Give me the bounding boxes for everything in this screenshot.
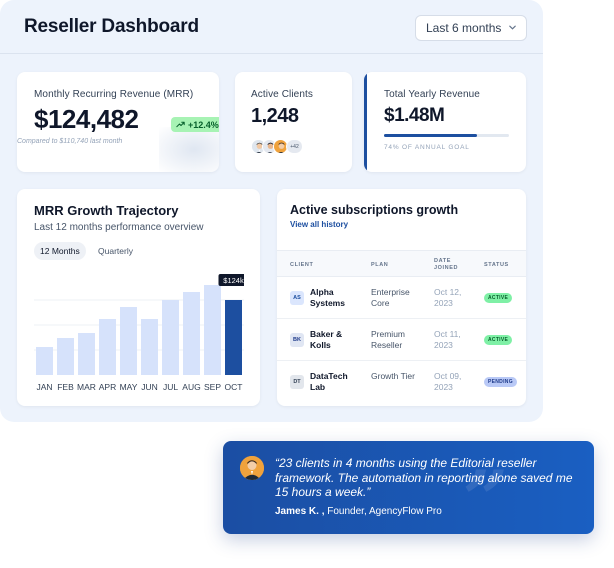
subscriptions-table: Client Plan Date Joined Status AS Alpha S… — [277, 250, 526, 403]
chart-tooltip — [218, 274, 244, 286]
chevron-down-icon — [509, 25, 516, 30]
x-tick-label: FEB — [57, 382, 74, 392]
plan-name: Enterprise Core — [371, 287, 410, 308]
view-all-history-link[interactable]: View all history — [290, 220, 349, 229]
chart-bar-oct[interactable] — [225, 300, 242, 375]
status-badge: active — [484, 293, 513, 303]
subscriptions-title: Active subscriptions growth — [290, 203, 459, 217]
x-tick-label: SEP — [204, 382, 221, 392]
chart-subtitle: Last 12 months performance overview — [34, 222, 204, 233]
client-monogram: DT — [290, 375, 304, 389]
chart-bar-sep[interactable] — [204, 285, 221, 375]
column-header-status: Status — [484, 262, 509, 268]
yearly-revenue-card: Total Yearly Revenue $1.48M 74% of annua… — [364, 72, 526, 172]
table-row[interactable]: AS Alpha Systems Enterprise Core Oct 12, 20… — [277, 277, 526, 319]
client-name: Alpha Systems — [310, 287, 345, 308]
mrr-card: Monthly Recurring Revenue (MRR) $124,482… — [17, 72, 219, 172]
page-title: Reseller Dashboard — [24, 16, 199, 37]
chart-bar-jul[interactable] — [162, 300, 179, 375]
avatar — [273, 139, 288, 154]
annual-goal-text: 74% of annual goal — [384, 144, 470, 151]
dashboard-header: Reseller Dashboard Last 6 months — [0, 0, 543, 54]
column-header-client: Client — [290, 262, 314, 268]
x-tick-label: JUN — [141, 382, 158, 392]
x-tick-label: MAR — [77, 382, 96, 392]
quote-mark-icon: ” — [463, 454, 508, 535]
chart-bar-jan[interactable] — [36, 347, 53, 375]
column-header-date-joined: Date Joined — [434, 258, 459, 271]
date-joined: Oct 09, 2023 — [434, 371, 462, 392]
client-avatar-stack: +42 — [251, 139, 303, 154]
date-range-select[interactable]: Last 6 months — [415, 15, 527, 41]
annual-goal-progress-fill — [384, 134, 477, 137]
x-tick-label: APR — [99, 382, 116, 392]
plan-name: Premium Reseller — [371, 329, 406, 350]
date-range-value: Last 6 months — [426, 21, 502, 35]
column-header-plan: Plan — [371, 262, 389, 268]
mrr-label: Monthly Recurring Revenue (MRR) — [34, 89, 194, 100]
annual-goal-progress — [384, 134, 509, 137]
trend-up-icon — [176, 121, 185, 128]
testimonial-quote: “23 clients in 4 months using the Editor… — [275, 456, 573, 499]
date-joined: Oct 11, 2023 — [434, 329, 461, 350]
testimonial-avatar — [240, 456, 264, 480]
chart-bar-may[interactable] — [120, 307, 137, 375]
client-monogram: BK — [290, 333, 304, 347]
testimonial-author-role: Founder, AgencyFlow Pro — [327, 506, 442, 517]
active-clients-value: 1,248 — [251, 105, 299, 127]
chart-bar-feb[interactable] — [57, 338, 74, 375]
status-badge: active — [484, 335, 513, 345]
chart-bar-mar[interactable] — [78, 333, 95, 375]
x-tick-label: MAY — [120, 382, 138, 392]
chart-title: MRR Growth Trajectory — [34, 203, 179, 218]
testimonial-card: ” “23 clients in 4 months using the Edit… — [223, 441, 594, 534]
date-joined: Oct 12, 2023 — [434, 287, 462, 308]
client-monogram: AS — [290, 291, 304, 305]
plan-name: Growth Tier — [371, 371, 415, 381]
x-tick-label: JUL — [163, 382, 178, 392]
trend-badge: +12.4% — [171, 117, 219, 132]
tab-quarterly[interactable]: Quarterly — [98, 246, 133, 256]
mrr-value: $124,482 — [34, 104, 139, 134]
x-tick-label: AUG — [182, 382, 200, 392]
dashboard-panel: Reseller Dashboard Last 6 months Monthly… — [0, 0, 543, 422]
chart-bar-apr[interactable] — [99, 319, 116, 375]
client-name: Baker & Kolls — [310, 329, 343, 350]
table-header: Client Plan Date Joined Status — [277, 250, 526, 277]
testimonial-author-name: James K. , — [275, 506, 325, 517]
table-row[interactable]: BK Baker & Kolls Premium Reseller Oct 11, 2… — [277, 319, 526, 361]
status-badge: pending — [484, 377, 517, 387]
table-row[interactable]: DT DataTech Lab Growth Tier Oct 09, 2023 pen… — [277, 361, 526, 403]
chart-bar-aug[interactable] — [183, 292, 200, 375]
more-clients-badge: +42 — [286, 139, 303, 154]
testimonial-author: James K. , Founder, AgencyFlow Pro — [275, 506, 442, 517]
chart-bar-jun[interactable] — [141, 319, 158, 375]
chart-tooltip-label: $124k — [223, 276, 244, 285]
yearly-revenue-label: Total Yearly Revenue — [384, 89, 480, 100]
mrr-chart-card: MRR Growth Trajectory Last 12 months per… — [17, 189, 260, 406]
client-name: DataTech Lab — [310, 371, 348, 392]
tab-12-months[interactable]: 12 Months — [34, 242, 86, 260]
trend-value: +12.4% — [188, 119, 219, 130]
x-tick-label: JAN — [36, 382, 52, 392]
mrr-comparison: Compared to $110,740 last month — [17, 138, 123, 145]
mrr-bar-chart: JAN FEB MAR APR MAY JUN JUL AUG SEP OCT $124k — [34, 274, 244, 392]
x-tick-label: OCT — [225, 382, 243, 392]
subscriptions-card: Active subscriptions growth View all his… — [277, 189, 526, 406]
active-clients-label: Active Clients — [251, 89, 313, 100]
active-clients-card: Active Clients 1,248 +42 — [235, 72, 352, 172]
yearly-revenue-value: $1.48M — [384, 105, 445, 126]
